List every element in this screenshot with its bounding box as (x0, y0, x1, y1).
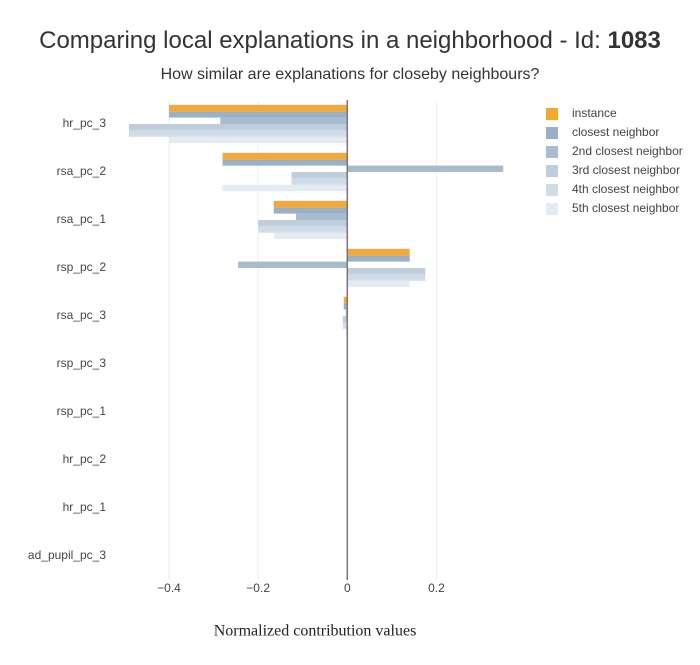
bar (343, 296, 348, 304)
bar (347, 248, 410, 256)
bar (220, 117, 348, 124)
bar (347, 165, 504, 172)
y-tick-label: rsa_pc_1 (57, 212, 107, 226)
bar (347, 280, 410, 288)
bar (222, 152, 348, 160)
x-tick-label: 0 (344, 581, 351, 595)
bar (273, 200, 348, 208)
chart-title: Comparing local explanations in a neighb… (39, 27, 661, 54)
legend-label: closest neighbor (572, 125, 659, 139)
legend-swatch (546, 165, 558, 177)
y-tick-label: ad_pupil_pc_3 (28, 548, 106, 562)
legend-swatch (546, 184, 558, 196)
legend-label: 5th closest neighbor (572, 201, 679, 215)
legend-label: 2nd closest neighbor (572, 144, 683, 158)
bar (238, 261, 348, 268)
bar (342, 322, 348, 329)
bar (128, 130, 348, 137)
legend-swatch (546, 127, 558, 139)
bar (342, 316, 348, 323)
bar (347, 274, 426, 281)
legend-label: 3rd closest neighbor (572, 163, 680, 177)
bar (343, 303, 348, 310)
y-tick-label: rsa_pc_2 (57, 164, 107, 178)
bar (222, 159, 348, 166)
bar (169, 136, 348, 144)
legend-swatch (546, 108, 558, 120)
y-tick-label: hr_pc_3 (63, 116, 107, 130)
chart-subtitle: How similar are explanations for closeby… (161, 66, 540, 83)
bar (273, 207, 348, 214)
y-tick-label: rsp_pc_2 (57, 260, 107, 274)
legend-swatch (546, 203, 558, 215)
bar (291, 178, 348, 185)
bar (296, 213, 348, 220)
x-tick-label: −0.4 (157, 581, 181, 595)
bar (128, 124, 348, 131)
bar (291, 172, 348, 179)
x-axis-label: Normalized contribution values (214, 623, 417, 640)
bar (273, 232, 348, 240)
title-id: 1083 (607, 27, 660, 54)
y-tick-label: rsp_pc_3 (57, 356, 107, 370)
bar (258, 220, 348, 227)
y-tick-label: rsp_pc_1 (57, 404, 107, 418)
bar (258, 226, 348, 233)
bar (169, 104, 348, 112)
y-tick-label: hr_pc_2 (63, 452, 107, 466)
title-text: Comparing local explanations in a neighb… (39, 27, 601, 54)
bar (347, 268, 426, 275)
bar (347, 255, 410, 262)
bar (169, 111, 348, 118)
legend-label: 4th closest neighbor (572, 182, 679, 196)
bar (222, 184, 348, 192)
x-tick-label: 0.2 (428, 581, 445, 595)
y-tick-label: rsa_pc_3 (57, 308, 107, 322)
legend-swatch (546, 146, 558, 158)
x-tick-label: −0.2 (246, 581, 270, 595)
y-tick-label: hr_pc_1 (63, 500, 107, 514)
legend-label: instance (572, 106, 617, 120)
